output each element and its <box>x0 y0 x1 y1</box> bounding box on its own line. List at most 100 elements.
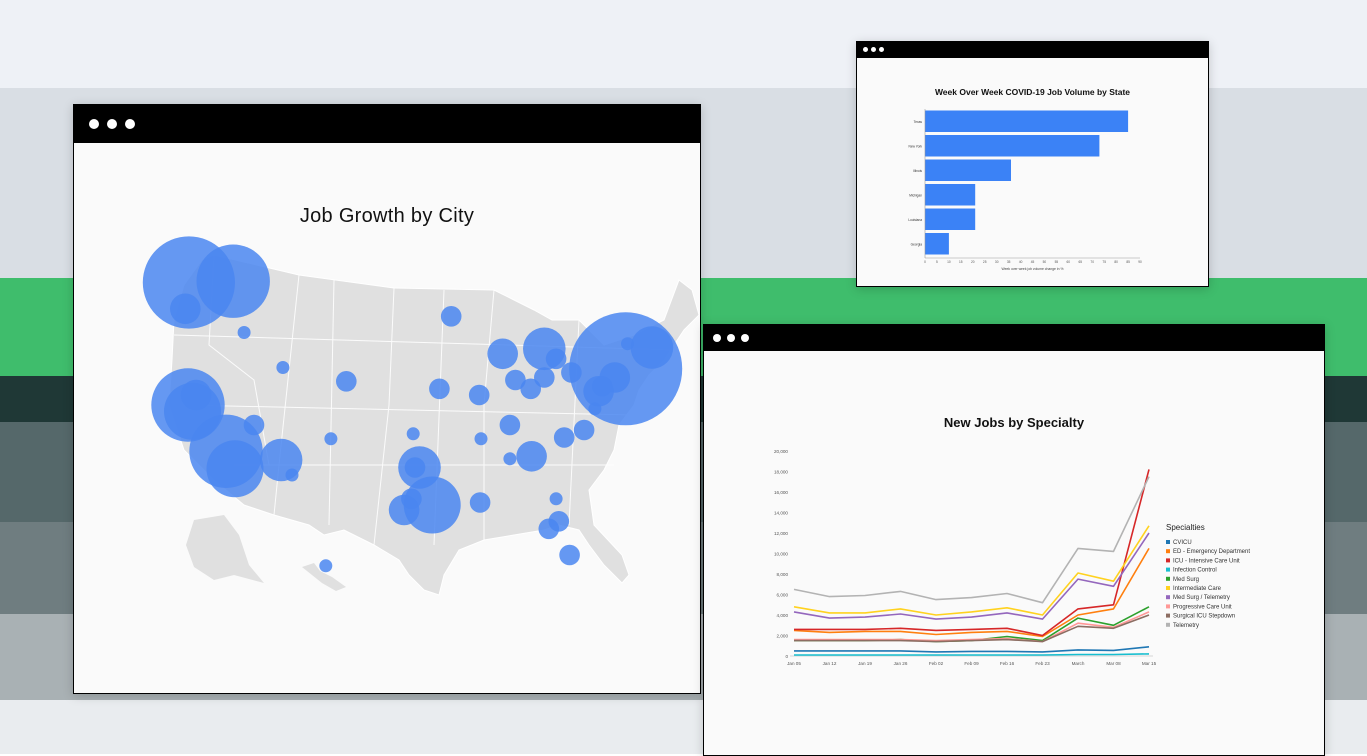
window-dot-icon[interactable] <box>89 119 99 129</box>
city-bubble <box>285 468 299 482</box>
city-bubble <box>401 488 422 510</box>
legend-item-label: Progressive Care Unit <box>1173 604 1232 610</box>
city-bubble <box>534 367 555 388</box>
x-tick-label: Jan 26 <box>894 661 908 666</box>
city-bubble <box>630 326 674 369</box>
series-line <box>794 614 1150 643</box>
y-tick-label: 14,000 <box>774 511 788 516</box>
city-bubble <box>505 369 526 391</box>
bar-chart: Texas New York Illinois Michigan Louisiana Ge… <box>908 109 1142 271</box>
x-tick-label: 30 <box>995 260 999 264</box>
legend-swatch <box>1166 549 1170 554</box>
window-dot-icon[interactable] <box>107 119 117 129</box>
city-bubble <box>559 544 580 566</box>
x-tick-label: Jan 05 <box>787 661 801 666</box>
city-bubble <box>503 452 517 466</box>
window-dot-icon[interactable] <box>879 47 884 52</box>
map-chart-window: Job Growth by City <box>73 104 701 694</box>
city-bubble <box>206 440 264 498</box>
city-bubble <box>319 559 333 573</box>
series-line <box>793 525 1150 616</box>
y-tick-label: 8,000 <box>777 572 789 577</box>
x-tick-label: Mar 15 <box>1142 661 1157 666</box>
bar-category-label: Michigan <box>909 193 922 197</box>
city-bubble <box>520 378 541 400</box>
legend-item-label: ICU - Intensive Care Unit <box>1173 558 1240 564</box>
city-bubble <box>573 419 595 441</box>
city-bubble <box>406 427 420 441</box>
series-line <box>794 646 1150 653</box>
legend-swatch <box>1166 540 1170 544</box>
city-bubble <box>549 492 563 506</box>
window-dot-icon[interactable] <box>125 119 135 129</box>
series-line <box>793 476 1150 604</box>
city-bubble <box>516 441 547 472</box>
x-tick-label: Feb 23 <box>1035 661 1050 666</box>
x-tick-label: 20 <box>971 260 975 264</box>
legend-swatch <box>1166 613 1170 618</box>
city-bubble <box>440 306 462 327</box>
x-tick-label: 55 <box>1055 260 1059 264</box>
x-tick-label: Mar 08 <box>1106 661 1121 666</box>
bar <box>925 233 949 255</box>
city-bubble <box>170 293 201 325</box>
city-bubble <box>276 361 290 374</box>
window-dot-icon[interactable] <box>871 47 876 52</box>
legend-swatch <box>1166 595 1170 600</box>
x-tick-label: 10 <box>947 260 951 264</box>
y-tick-label: 10,000 <box>774 552 788 557</box>
city-bubble <box>487 338 518 370</box>
line-chart-title: New Jobs by Specialty <box>943 415 1085 430</box>
bar-chart-title: Week Over Week COVID-19 Job Volume by St… <box>934 87 1131 97</box>
hawaii-shape <box>302 563 346 591</box>
city-bubble <box>196 244 270 318</box>
x-tick-label: 70 <box>1090 260 1094 264</box>
x-tick-label: 15 <box>959 260 963 264</box>
x-tick-label: Feb 09 <box>964 661 979 666</box>
map-chart-title: Job Growth by City <box>299 205 475 227</box>
x-tick-label: 35 <box>1007 260 1011 264</box>
window-titlebar <box>74 105 700 143</box>
bar-category-label: Texas <box>914 120 923 124</box>
x-tick-label: Feb 02 <box>929 661 944 666</box>
series-line <box>793 547 1150 638</box>
x-tick-label: Jan 12 <box>823 661 837 666</box>
window-titlebar <box>857 42 1208 58</box>
x-tick-label: 40 <box>1019 260 1023 264</box>
y-tick-label: 4,000 <box>777 613 789 618</box>
city-bubble <box>243 414 265 436</box>
city-bubble <box>180 379 212 411</box>
line-chart: 0 2,000 4,000 6,000 8,000 10,000 12,000 14,000 1… <box>774 449 1250 666</box>
city-bubble <box>404 457 426 478</box>
x-tick-label: 25 <box>983 260 987 264</box>
bar-chart-window: Week Over Week COVID-19 Job Volume by St… <box>856 41 1209 287</box>
window-dot-icon[interactable] <box>727 334 735 342</box>
legend-swatch <box>1166 586 1170 590</box>
line-chart-window: New Jobs by Specialty 0 2,000 4,000 6,000 8,… <box>703 324 1325 756</box>
window-dot-icon[interactable] <box>713 334 721 342</box>
legend-swatch <box>1166 558 1170 563</box>
bar-category-label: Illinois <box>913 169 922 173</box>
bar <box>925 159 1011 181</box>
legend-item-label: ED - Emergency Department <box>1173 549 1250 555</box>
window-dot-icon[interactable] <box>863 47 868 52</box>
legend-item-label: Infection Control <box>1173 568 1217 574</box>
window-dot-icon[interactable] <box>741 334 749 342</box>
city-bubble <box>324 432 338 446</box>
y-tick-label: 16,000 <box>774 490 788 495</box>
x-tick-label: 85 <box>1126 260 1130 264</box>
bar-category-label: Georgia <box>911 242 923 246</box>
x-tick-label: 80 <box>1114 260 1118 264</box>
city-bubble <box>469 492 491 513</box>
city-bubble <box>336 371 357 392</box>
x-tick-label: 60 <box>1067 260 1071 264</box>
city-bubble <box>474 432 488 446</box>
city-bubble <box>621 337 634 351</box>
legend-title: Specialties <box>1166 523 1205 532</box>
y-tick-label: 6,000 <box>777 593 789 598</box>
x-tick-label: 50 <box>1043 260 1047 264</box>
city-bubble <box>545 348 567 370</box>
city-bubble <box>468 384 490 406</box>
city-bubble <box>403 476 461 534</box>
legend-item-label: Telemetry <box>1173 623 1199 629</box>
